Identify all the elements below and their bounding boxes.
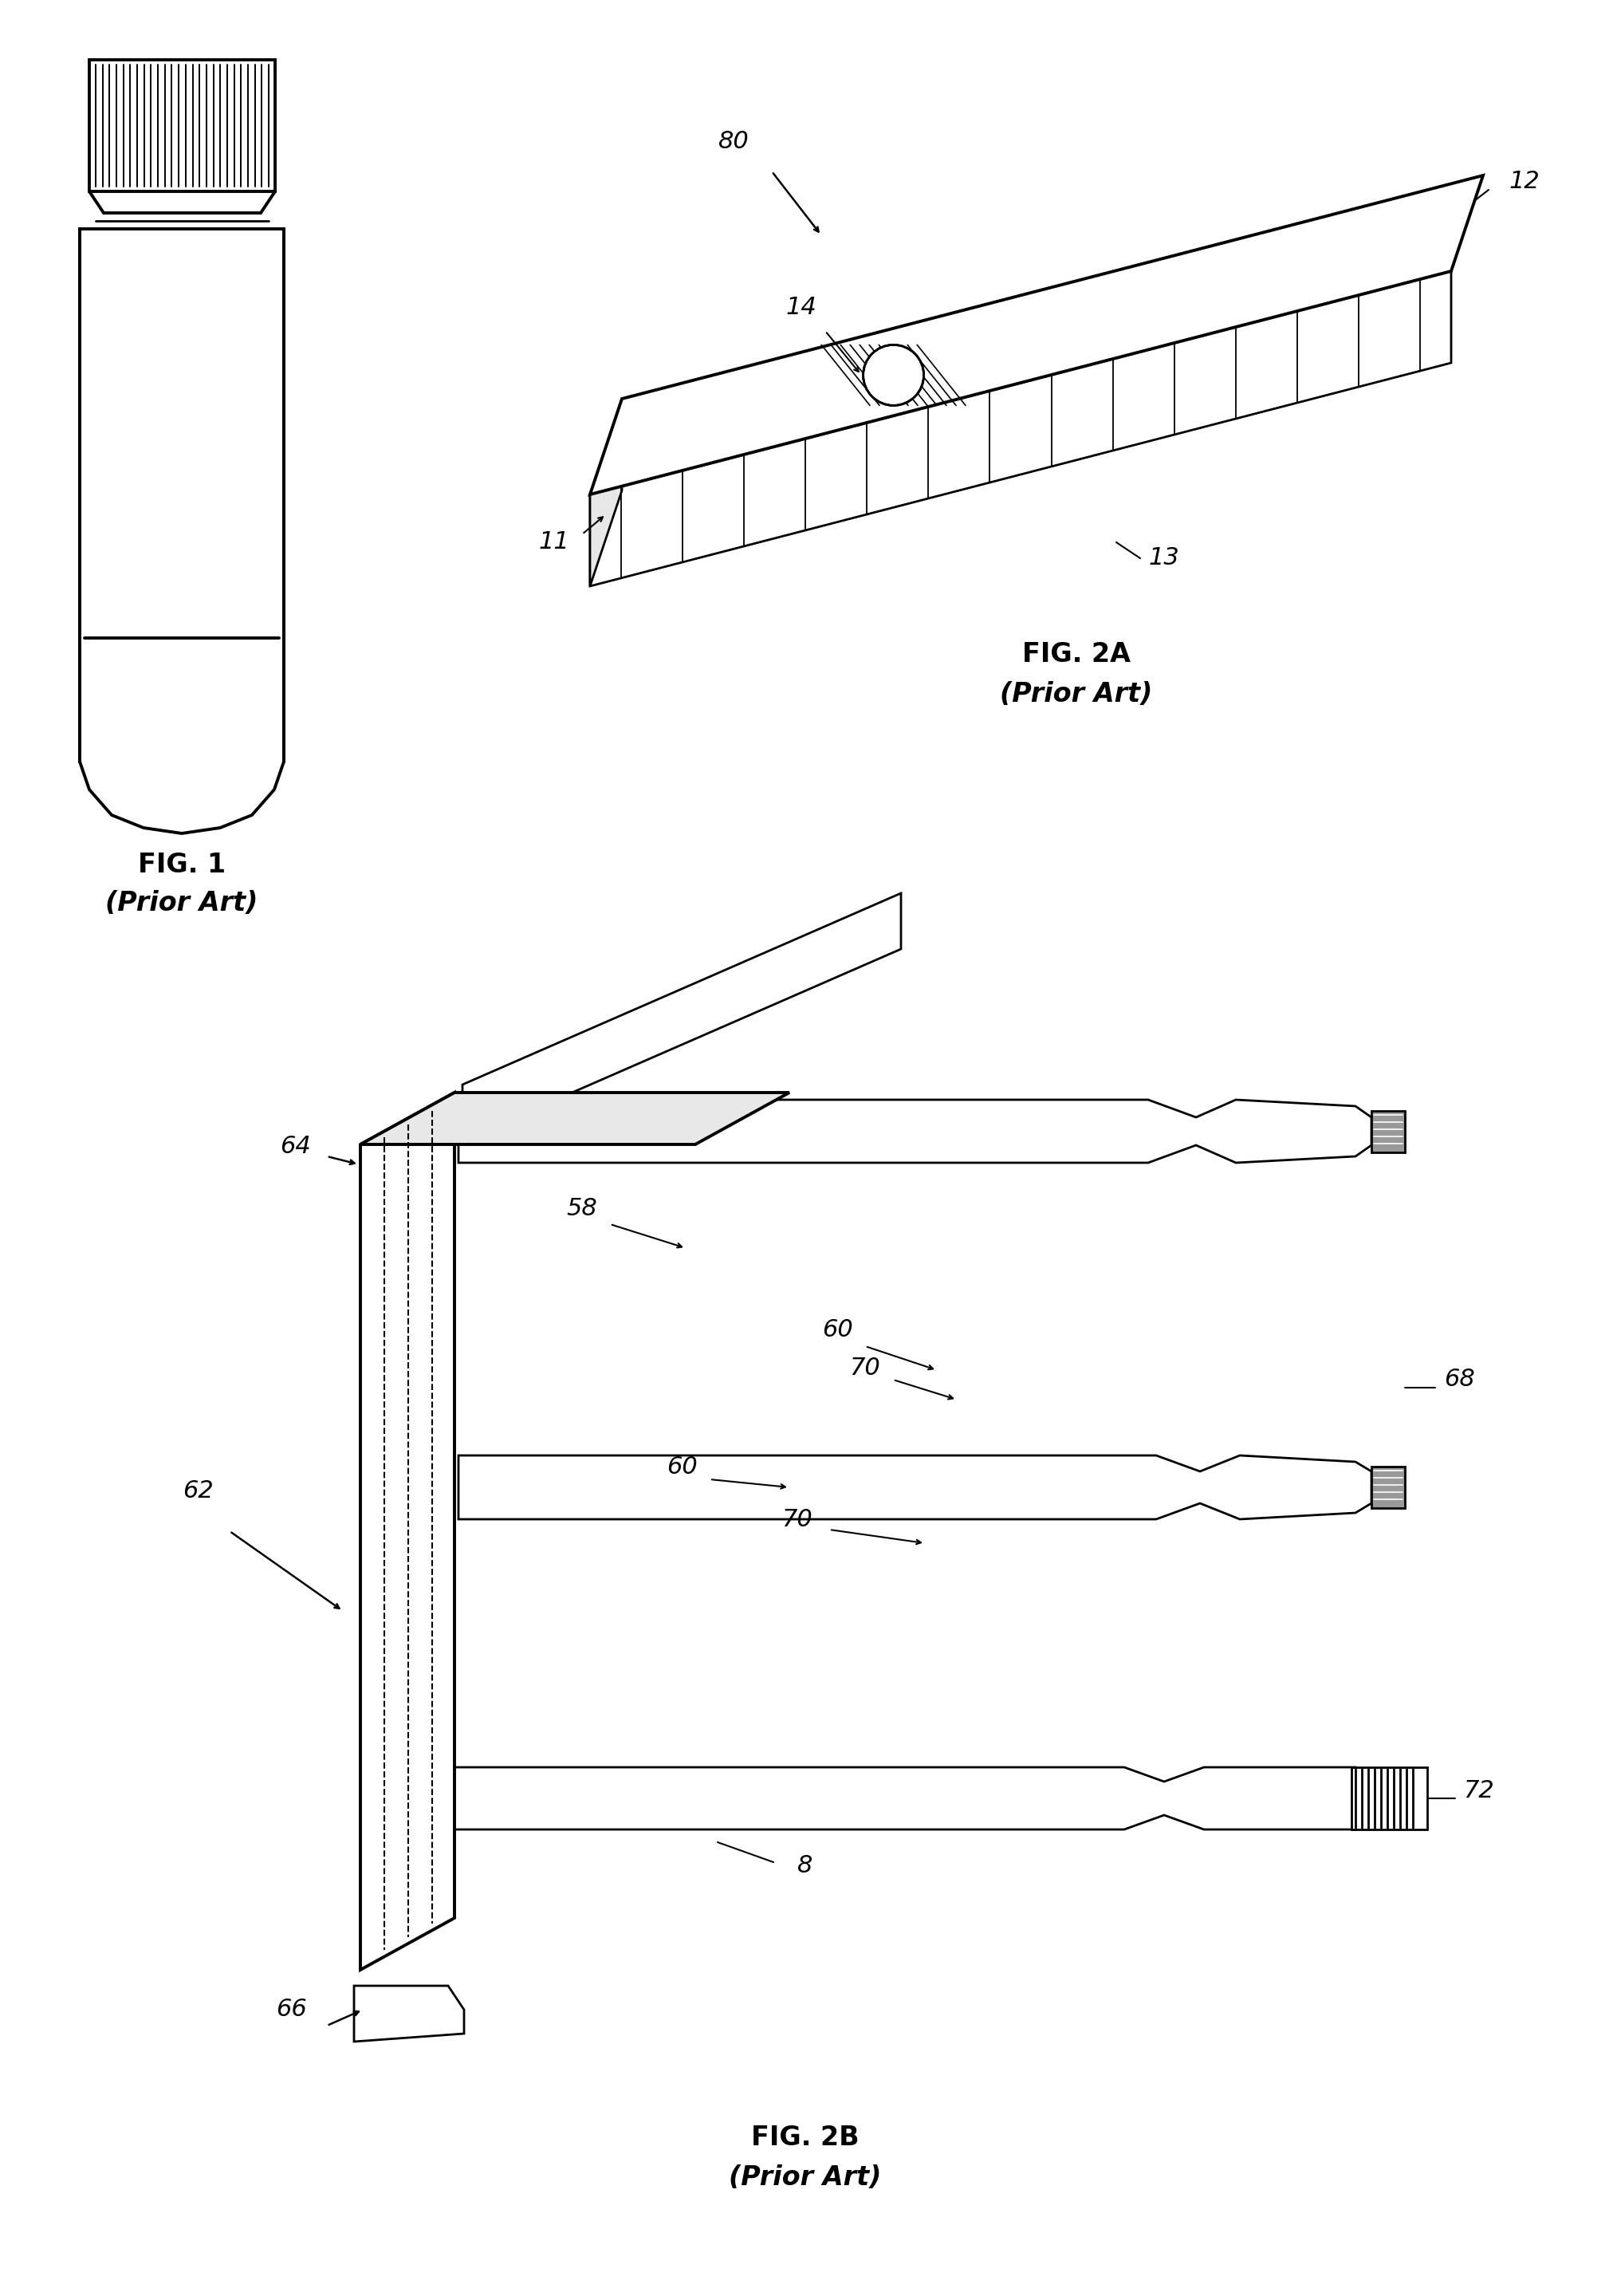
Text: 68: 68 (1444, 1368, 1474, 1391)
Text: 62: 62 (182, 1479, 213, 1504)
Polygon shape (590, 174, 1482, 494)
Text: FIG. 2B: FIG. 2B (752, 2124, 860, 2151)
Text: 60: 60 (821, 1318, 853, 1341)
Polygon shape (89, 60, 276, 191)
Text: 72: 72 (1463, 1779, 1495, 1802)
Text: 13: 13 (1148, 546, 1179, 569)
Polygon shape (463, 893, 902, 1141)
Polygon shape (360, 1093, 455, 1970)
Text: 11: 11 (539, 530, 569, 553)
Text: 70: 70 (850, 1357, 881, 1380)
Polygon shape (360, 1093, 789, 1143)
Text: (Prior Art): (Prior Art) (105, 889, 258, 916)
Text: (Prior Art): (Prior Art) (729, 2165, 882, 2190)
Polygon shape (442, 1768, 1355, 1830)
Circle shape (863, 344, 924, 406)
Text: 66: 66 (276, 1998, 306, 2020)
Text: 12: 12 (1510, 170, 1540, 193)
Polygon shape (458, 1100, 1371, 1162)
Text: FIG. 2A: FIG. 2A (1023, 641, 1131, 668)
Text: 80: 80 (718, 131, 748, 154)
Text: 64: 64 (279, 1134, 310, 1159)
Text: 8: 8 (797, 1855, 813, 1878)
Polygon shape (79, 230, 284, 833)
Polygon shape (1371, 1467, 1405, 1508)
Polygon shape (1352, 1768, 1428, 1830)
Polygon shape (353, 1986, 465, 2041)
Text: 60: 60 (666, 1456, 697, 1479)
Text: 58: 58 (566, 1196, 597, 1219)
Polygon shape (458, 1456, 1371, 1520)
Polygon shape (590, 400, 623, 585)
Text: 70: 70 (782, 1508, 813, 1531)
Polygon shape (1371, 1111, 1405, 1153)
Text: 14: 14 (786, 296, 816, 319)
Polygon shape (590, 271, 1452, 585)
Text: (Prior Art): (Prior Art) (1000, 680, 1153, 707)
Text: FIG. 1: FIG. 1 (137, 852, 226, 879)
